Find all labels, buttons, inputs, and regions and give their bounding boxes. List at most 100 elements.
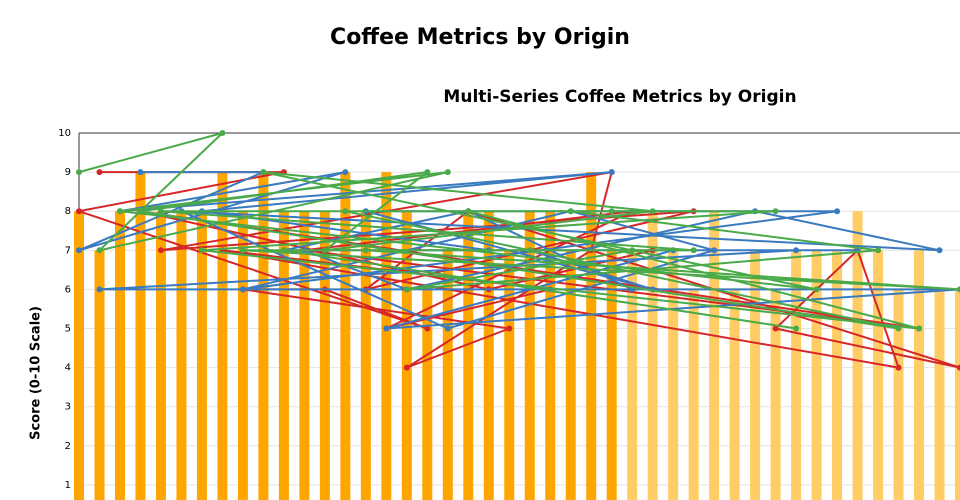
bar xyxy=(627,250,638,500)
marker xyxy=(403,364,410,371)
marker xyxy=(76,208,82,215)
bar xyxy=(278,211,289,500)
marker xyxy=(772,208,779,215)
chart-title: Multi-Series Coffee Metrics by Origin xyxy=(443,87,796,107)
bar xyxy=(381,172,392,500)
marker xyxy=(116,208,123,215)
marker xyxy=(629,247,636,254)
marker xyxy=(793,325,800,332)
bar xyxy=(545,211,556,500)
bar xyxy=(114,211,125,500)
marker xyxy=(916,325,923,332)
marker xyxy=(834,208,841,215)
bar xyxy=(401,211,412,500)
marker xyxy=(76,247,82,254)
bar xyxy=(524,211,535,500)
marker xyxy=(219,130,226,136)
bar xyxy=(914,250,925,500)
bar xyxy=(299,211,310,500)
y-axis-label: Score (0-10 Scale) xyxy=(29,306,44,440)
bar xyxy=(606,250,617,500)
y-tick-label: 2 xyxy=(65,441,71,452)
marker xyxy=(96,247,103,254)
y-tick-label: 9 xyxy=(65,167,71,178)
marker xyxy=(137,169,144,176)
marker xyxy=(875,247,882,254)
y-tick-label: 3 xyxy=(65,402,71,413)
marker xyxy=(96,286,103,293)
marker xyxy=(76,169,82,176)
line xyxy=(78,132,960,330)
marker xyxy=(157,208,164,215)
marker xyxy=(957,286,960,293)
marker xyxy=(506,325,513,332)
marker xyxy=(649,208,656,215)
bar xyxy=(668,250,679,500)
line xyxy=(78,171,960,330)
bar xyxy=(196,211,207,500)
bar xyxy=(873,250,884,500)
marker xyxy=(280,247,287,254)
marker xyxy=(342,208,349,215)
marker xyxy=(424,169,431,176)
marker xyxy=(321,247,328,254)
marker xyxy=(895,325,902,332)
bar xyxy=(893,289,904,500)
marker xyxy=(690,247,697,254)
y-tick-label: 6 xyxy=(65,284,71,295)
marker xyxy=(383,325,390,332)
marker xyxy=(239,286,246,293)
marker xyxy=(608,208,615,215)
bar xyxy=(155,211,166,500)
y-tick-label: 1 xyxy=(65,480,71,491)
bar xyxy=(319,211,330,500)
marker xyxy=(567,208,574,215)
bar xyxy=(934,289,945,500)
marker xyxy=(772,325,779,332)
bar xyxy=(647,211,658,500)
marker xyxy=(157,247,164,254)
marker xyxy=(608,169,615,176)
y-tick-label: 10 xyxy=(58,128,71,139)
marker xyxy=(342,169,349,176)
bar xyxy=(217,172,228,500)
bar xyxy=(442,250,453,500)
y-tick-label: 4 xyxy=(65,363,71,374)
bar xyxy=(729,289,740,500)
bar xyxy=(360,211,371,500)
bar xyxy=(688,289,699,500)
bar xyxy=(463,211,474,500)
marker xyxy=(895,364,902,371)
marker xyxy=(96,169,103,176)
bar xyxy=(750,250,761,500)
marker xyxy=(813,286,820,293)
bar xyxy=(770,289,781,500)
bar xyxy=(565,250,576,500)
page-title: Coffee Metrics by Origin xyxy=(330,25,630,50)
marker xyxy=(444,169,451,176)
bar xyxy=(852,211,863,500)
bar xyxy=(504,250,515,500)
marker xyxy=(444,325,451,332)
y-tick-label: 8 xyxy=(65,206,71,217)
bar xyxy=(135,172,146,500)
marker xyxy=(465,208,472,215)
bar xyxy=(586,172,597,500)
marker xyxy=(936,247,943,254)
y-tick-label: 5 xyxy=(65,324,71,335)
bar xyxy=(94,250,105,500)
bar xyxy=(832,250,843,500)
bar xyxy=(791,250,802,500)
bar xyxy=(955,289,960,500)
bar xyxy=(709,211,720,500)
marker xyxy=(957,364,960,371)
bar xyxy=(811,250,822,500)
bar xyxy=(422,289,433,500)
y-tick-label: 7 xyxy=(65,245,71,256)
bar xyxy=(483,211,494,500)
marker xyxy=(239,247,246,254)
bar xyxy=(237,211,248,500)
bar xyxy=(74,211,84,500)
